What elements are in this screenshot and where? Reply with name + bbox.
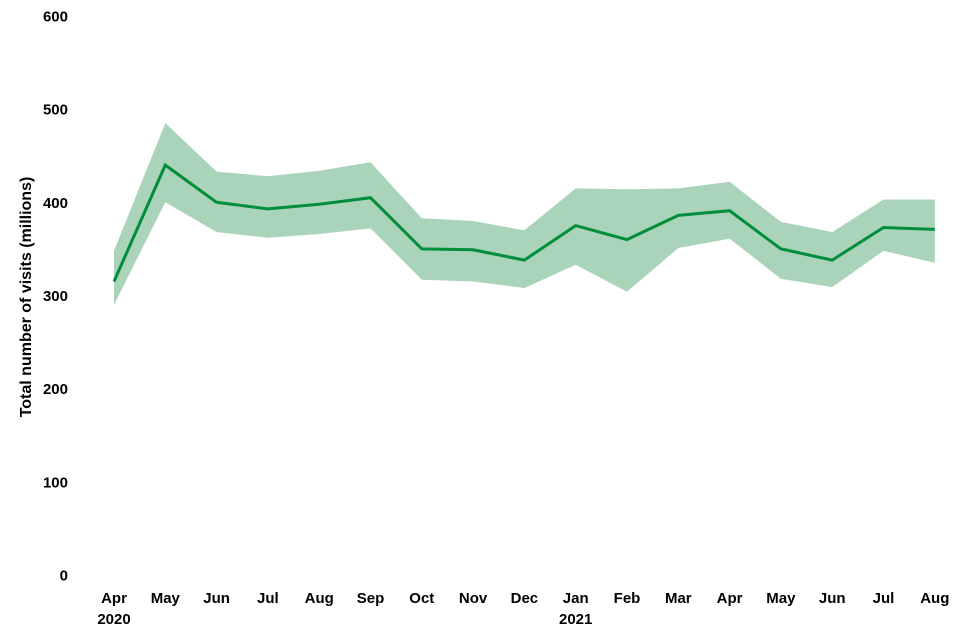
confidence-band [114,123,935,305]
x-tick-label: May [766,590,796,607]
x-tick-label: Apr [717,590,743,607]
y-tick-label: 500 [43,102,68,119]
x-tick-label: Feb [614,590,641,607]
y-tick-label: 100 [43,474,68,491]
x-tick-label: Jul [873,590,895,607]
x-tick-label: Aug [920,590,949,607]
x-tick-year-label: 2020 [97,611,130,628]
x-tick-label: Sep [357,590,385,607]
x-tick-label: Dec [511,590,539,607]
x-tick-label: Aug [305,590,334,607]
x-tick-label: Jun [819,590,846,607]
x-tick-label: Nov [459,590,488,607]
x-tick-label: Jul [257,590,279,607]
x-tick-label: Jun [203,590,230,607]
x-tick-label: May [151,590,181,607]
y-tick-label: 300 [43,288,68,305]
x-tick-label: Mar [665,590,692,607]
y-tick-label: 200 [43,381,68,398]
x-tick-year-label: 2021 [559,611,592,628]
y-tick-label: 600 [43,9,68,26]
x-tick-label: Jan [563,590,589,607]
y-tick-label: 400 [43,195,68,212]
x-tick-label: Apr [101,590,127,607]
visits-line [112,162,935,283]
y-tick-label: 0 [60,568,68,585]
x-tick-label: Oct [409,590,434,607]
